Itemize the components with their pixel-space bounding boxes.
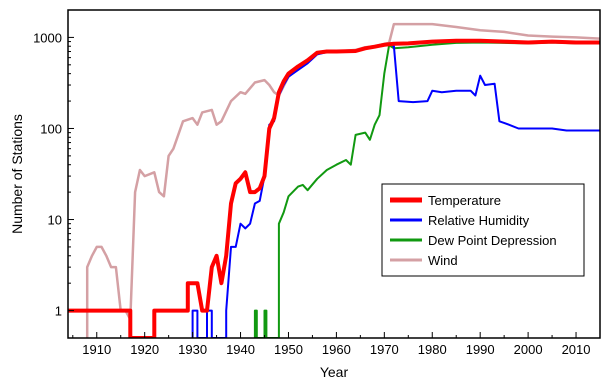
legend-label: Dew Point Depression: [428, 233, 557, 248]
x-tick-label: 1940: [226, 342, 255, 357]
x-tick-label: 1920: [130, 342, 159, 357]
x-tick-label: 2000: [514, 342, 543, 357]
y-tick-label: 10: [48, 213, 62, 228]
series-line-temperature: [68, 38, 600, 338]
x-axis-label: Year: [320, 364, 349, 380]
legend-label: Temperature: [428, 193, 501, 208]
x-tick-label: 1980: [418, 342, 447, 357]
x-tick-label: 1950: [274, 342, 303, 357]
x-tick-label: 1960: [322, 342, 351, 357]
y-tick-label: 1000: [33, 30, 62, 45]
plot-frame: [67, 9, 601, 339]
y-tick-label: 100: [40, 121, 62, 136]
x-tick-label: 1970: [370, 342, 399, 357]
x-tick-label: 1910: [82, 342, 111, 357]
series-line-wind: [85, 22, 600, 338]
y-axis: 1 10 100 1000: [33, 9, 74, 319]
x-axis: 1910 1920 1930 1940 1950 1960 1970 1980 1990 2000…: [72, 332, 601, 357]
y-axis-label: Number of Stations: [9, 114, 25, 234]
x-tick-label: 1990: [466, 342, 495, 357]
series-line-dew-point-depression: [253, 41, 600, 338]
x-tick-label: 1930: [178, 342, 207, 357]
plot-series: [68, 22, 600, 338]
x-tick-label: 2010: [562, 342, 591, 357]
legend-label: Wind: [428, 253, 458, 268]
y-tick-label: 1: [55, 304, 62, 319]
legend-label: Relative Humidity: [428, 213, 530, 228]
legend: Temperature Relative Humidity Dew Point De…: [381, 183, 585, 277]
